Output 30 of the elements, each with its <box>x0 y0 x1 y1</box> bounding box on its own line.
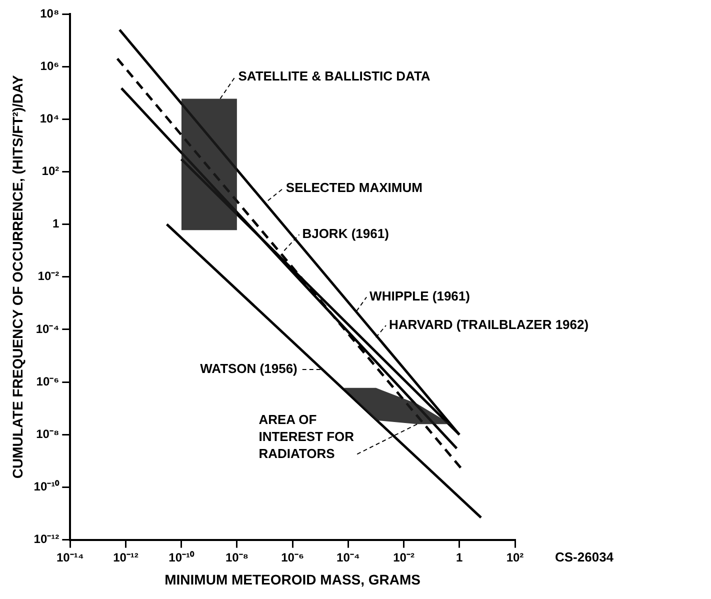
y-tick-label: 10⁻² <box>38 269 60 284</box>
y-tick-label: 10⁻⁶ <box>36 374 60 388</box>
x-axis-title: MINIMUM METEOROID MASS, GRAMS <box>164 571 421 588</box>
text: CS-26034 <box>555 549 614 564</box>
x-tick-label: 10⁻¹⁴ <box>56 550 84 564</box>
y-axis-title: CUMULATE FREQUENCY OF OCCURRENCE, (HITS/FT²)/DAY <box>9 74 26 479</box>
y-tick-label: 10⁻¹² <box>34 532 60 546</box>
x-tick-label: 10⁻⁴ <box>336 550 360 564</box>
annotation: HARVARD (TRAILBLAZER 1962) <box>388 316 589 332</box>
y-tick-label: 10⁻⁸ <box>36 426 60 441</box>
x-tick-label: 10⁻¹² <box>113 550 138 564</box>
y-tick-label: 10⁻¹⁰ <box>34 480 60 494</box>
x-tick-label: 1 <box>456 550 464 564</box>
x-tick-label: 10⁻¹⁰ <box>168 550 196 564</box>
annotation: WHIPPLE (1961) <box>370 288 470 304</box>
annotation: BJORK (1961) <box>302 226 389 242</box>
x-tick-label: 10⁻² <box>393 550 414 564</box>
y-tick-label: 10⁻⁴ <box>36 322 60 336</box>
x-tick-label: 10² <box>506 550 524 564</box>
annotation: SATELLITE & BALLISTIC DATA <box>238 68 431 84</box>
annotation: SELECTED MAXIMUM <box>286 180 422 196</box>
y-tick-label: 10⁶ <box>40 58 60 73</box>
y-tick-label: 10⁸ <box>40 6 60 20</box>
annotation: AREA OF INTEREST FOR RADIATORS <box>258 412 355 461</box>
x-tick-label: 10⁻⁶ <box>281 550 304 564</box>
y-tick-label: 10⁴ <box>40 111 60 126</box>
y-tick-label: 1 <box>52 216 60 231</box>
annotation: WATSON (1956) <box>200 361 298 376</box>
x-tick-label: 10⁻⁸ <box>225 550 248 564</box>
y-tick-label: 10² <box>42 164 60 178</box>
